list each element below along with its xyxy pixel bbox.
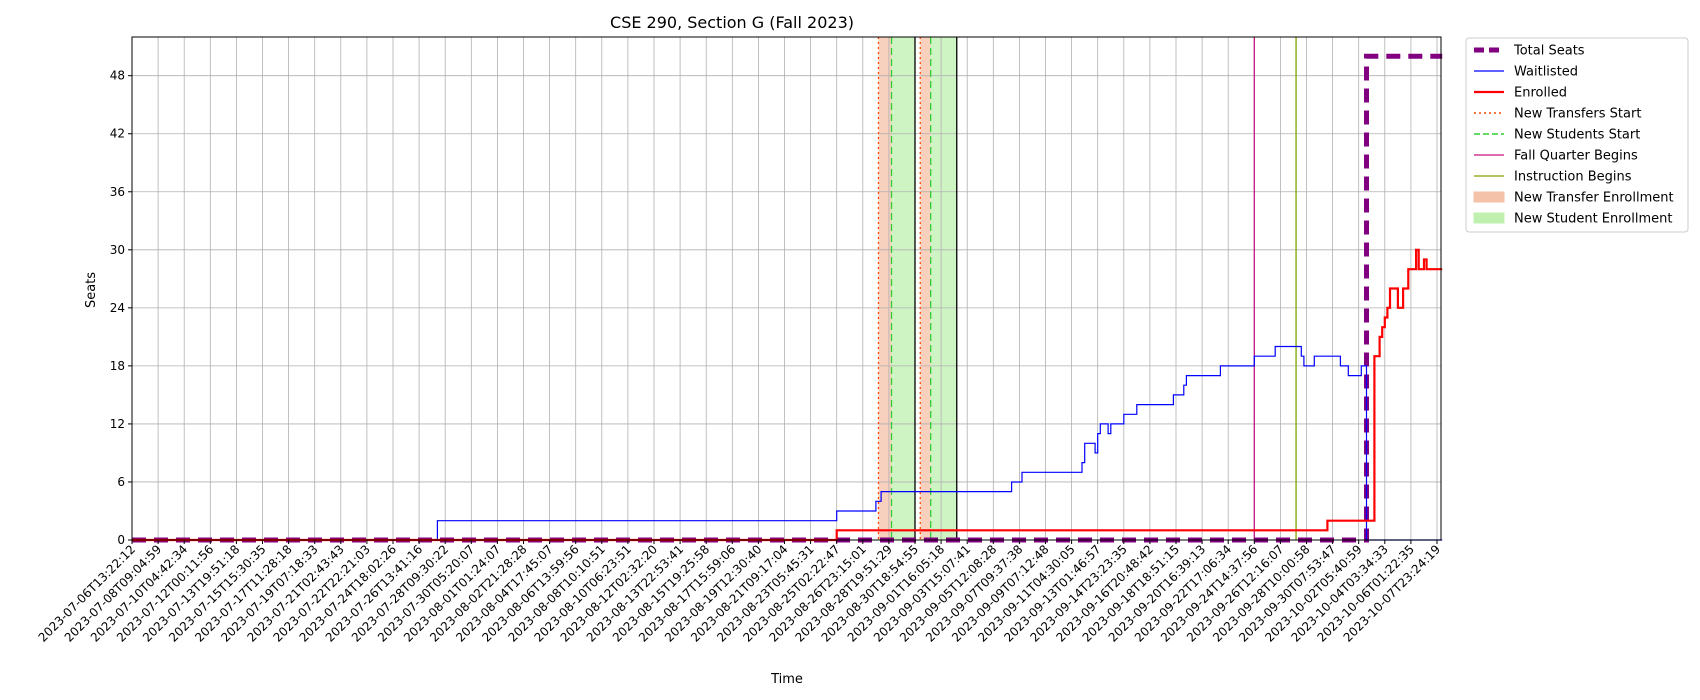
legend-swatch-new-student-enrollment <box>1473 212 1505 224</box>
legend-label: Enrolled <box>1514 86 1567 101</box>
plot-frame <box>131 36 1442 541</box>
chart-title: CSE 290, Section G (Fall 2023) <box>610 13 854 32</box>
legend: Total Seats Waitlisted Enrolled New Transfe… <box>1465 37 1689 233</box>
y-tick-label: 36 <box>110 185 125 199</box>
legend-box <box>1465 37 1689 233</box>
legend-label: New Student Enrollment <box>1514 212 1672 227</box>
legend-label: New Students Start <box>1514 128 1640 143</box>
grid-lines <box>131 37 1441 541</box>
region-new-student-enrollment <box>891 37 915 540</box>
y-ticks: 0 6 12 18 24 30 36 42 48 <box>110 69 132 547</box>
region-new-transfer-enrollment <box>878 37 892 540</box>
shaded-regions <box>878 37 957 540</box>
y-tick-label: 42 <box>110 127 125 141</box>
event-lines <box>877 37 1297 540</box>
legend-label: New Transfer Enrollment <box>1514 191 1674 206</box>
x-ticks: 2023-07-06T13:22:122023-07-08T09:04:5920… <box>36 540 1443 645</box>
legend-label: Total Seats <box>1513 44 1585 59</box>
y-tick-label: 48 <box>110 69 125 83</box>
region-new-student-enrollment <box>930 37 957 540</box>
legend-swatch-new-transfer-enrollment <box>1473 191 1505 203</box>
series-line-waitlisted <box>132 345 1443 541</box>
y-tick-label: 6 <box>117 475 125 489</box>
legend-label: Fall Quarter Begins <box>1514 149 1638 164</box>
plot-frame-rect <box>131 36 1442 541</box>
legend-label: Waitlisted <box>1514 65 1578 80</box>
series-lines <box>132 53 1443 543</box>
y-tick-label: 0 <box>117 533 125 547</box>
y-tick-label: 12 <box>110 417 125 431</box>
legend-label: Instruction Begins <box>1514 170 1632 185</box>
y-axis-label: Seats <box>84 272 99 308</box>
legend-label: New Transfers Start <box>1514 107 1641 122</box>
series-line-total-seats <box>132 53 1443 543</box>
region-new-transfer-enrollment <box>920 37 931 540</box>
series-line-enrolled <box>132 248 1443 542</box>
y-tick-label: 30 <box>110 243 125 257</box>
y-tick-label: 18 <box>110 359 125 373</box>
y-tick-label: 24 <box>110 301 125 315</box>
x-axis-label: Time <box>770 672 803 687</box>
